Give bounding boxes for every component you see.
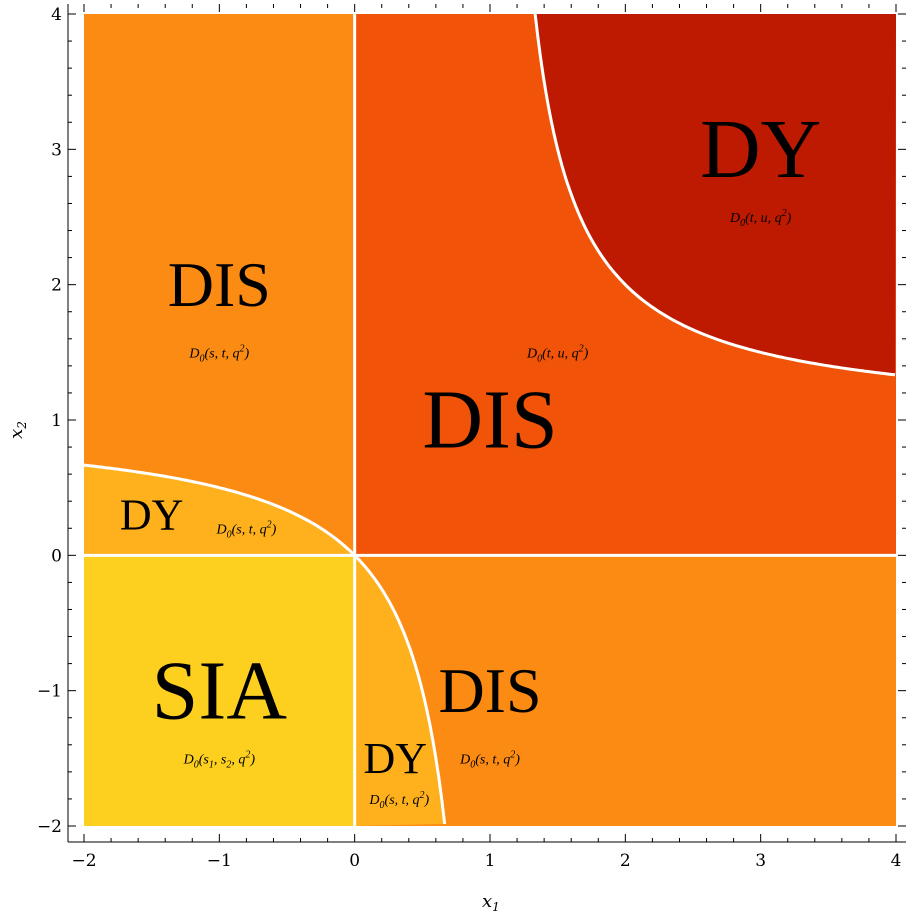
formula-part: 2 — [782, 208, 787, 219]
formula-part: D — [729, 211, 740, 226]
formula-part: 0 — [740, 218, 745, 229]
region-dy-bottom — [354, 555, 445, 826]
region-label-sia: SIA — [152, 644, 288, 737]
formula-part: ) — [424, 793, 430, 808]
formula-part: 2 — [420, 790, 425, 801]
formula-part: 0 — [227, 529, 232, 540]
formula-part: D — [183, 752, 194, 767]
y-tick-label: 2 — [51, 276, 62, 296]
formula-part: D — [368, 793, 379, 808]
formula-part: 2 — [579, 343, 584, 354]
y-tick-label: 0 — [51, 546, 62, 566]
formula-part: , s — [214, 752, 227, 767]
formula-part: 0 — [194, 759, 199, 770]
region-sia — [84, 555, 355, 826]
formula-part: ) — [583, 346, 589, 361]
formula-part: (s, t, q — [205, 346, 240, 361]
formula-part: ) — [244, 346, 250, 361]
x-tick-label: 3 — [755, 851, 766, 871]
formula-part: (s, t, q — [475, 752, 510, 767]
region-formula-dis-bottom-right: D0(s, t, q2) — [459, 749, 520, 770]
formula-part: D — [526, 346, 537, 361]
y-tick-label: 4 — [51, 5, 62, 25]
boundary-curve-left — [83, 463, 356, 557]
region-formula-dy-left: D0(s, t, q2) — [216, 519, 277, 540]
formula-part: D — [459, 752, 470, 767]
region-formula-dy-top-right: D0(t, u, q2) — [729, 208, 792, 229]
formula-part: 2 — [226, 759, 231, 770]
formula-part: , q — [231, 752, 245, 767]
boundary-curve-bottom — [353, 554, 447, 825]
formula-part: D — [216, 522, 227, 537]
svg-text:x1: x1 — [482, 891, 500, 914]
x-axis-title: x1 — [482, 891, 500, 914]
x-tick-label: −1 — [207, 851, 232, 871]
formula-part: 0 — [470, 759, 475, 770]
formula-part: 2 — [245, 749, 250, 760]
formula-part: (t, u, q — [745, 211, 782, 226]
formula-part: (s, t, q — [232, 522, 267, 537]
x-tick-label: 4 — [891, 851, 902, 871]
region-label-dis-bottom-right: DIS — [438, 655, 541, 726]
formula-part: ) — [786, 211, 792, 226]
formula-part: 0 — [380, 800, 385, 811]
formula-part: (s — [199, 752, 210, 767]
formula-part: ) — [249, 752, 255, 767]
formula-part: 0 — [537, 353, 542, 364]
region-label-dy-top-right: DY — [700, 103, 821, 196]
formula-part: 2 — [240, 343, 245, 354]
y-tick-label: −1 — [37, 682, 62, 702]
region-dy-left — [84, 465, 355, 556]
formula-part: ) — [514, 752, 520, 767]
region-formula-dy-bottom: D0(s, t, q2) — [368, 790, 429, 811]
formula-part: (s, t, q — [385, 793, 420, 808]
region-label-dis-center: DIS — [422, 374, 557, 467]
y-tick-label: 1 — [51, 411, 62, 431]
formula-part: 0 — [200, 353, 205, 364]
boundary-curve-top — [533, 13, 896, 377]
formula-part: (t, u, q — [542, 346, 579, 361]
x-tick-label: −2 — [71, 851, 96, 871]
boundaries-layer — [83, 13, 896, 826]
x-tick-label: 1 — [485, 851, 496, 871]
region-formula-sia: D0(s1, s2, q2) — [183, 749, 256, 770]
formula-part: 1 — [209, 759, 214, 770]
region-formula-dis-left: D0(s, t, q2) — [188, 343, 249, 364]
region-label-dis-left: DIS — [168, 249, 271, 320]
region-label-dy-bottom: DY — [363, 734, 427, 783]
y-tick-label: 3 — [51, 140, 62, 160]
region-label-dy-left: DY — [120, 490, 184, 539]
formula-part: D — [188, 346, 199, 361]
formula-part: 2 — [267, 519, 272, 530]
region-formula-dis-center: D0(t, u, q2) — [526, 343, 589, 364]
formula-part: ) — [271, 522, 277, 537]
x-tick-label: 0 — [349, 851, 360, 871]
x-tick-label: 2 — [620, 851, 631, 871]
svg-text:x2: x2 — [6, 421, 29, 439]
y-tick-label: −2 — [37, 817, 62, 837]
formula-part: 2 — [510, 749, 515, 760]
y-axis-title: x2 — [6, 421, 29, 439]
